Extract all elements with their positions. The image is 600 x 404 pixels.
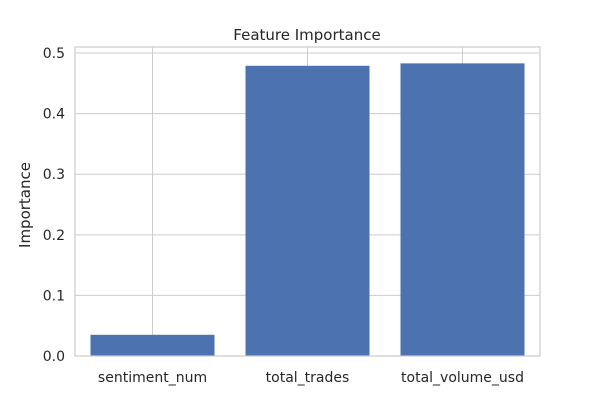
y-tick-labels: 0.0 0.1 0.2 0.3 0.4 0.5 xyxy=(43,46,65,365)
bar-total-volume-usd xyxy=(400,63,525,356)
bars xyxy=(90,63,525,357)
y-tick-label: 0.5 xyxy=(43,46,65,62)
x-tick-label: sentiment_num xyxy=(98,370,207,386)
chart-title: Feature Importance xyxy=(233,26,380,44)
y-tick-label: 0.4 xyxy=(43,107,65,123)
y-axis-label: Importance xyxy=(16,162,34,248)
x-tick-label: total_volume_usd xyxy=(401,370,524,386)
bar-total-trades xyxy=(245,65,370,357)
x-tick-labels: sentiment_num total_trades total_volume_us… xyxy=(98,370,524,386)
plot-frame xyxy=(74,46,541,357)
bar-sentiment-num xyxy=(90,334,215,356)
y-tick-label: 0.2 xyxy=(43,228,65,244)
x-tick-label: total_trades xyxy=(266,370,350,386)
y-tick-label: 0.0 xyxy=(43,349,65,365)
y-tick-label: 0.1 xyxy=(43,288,65,304)
y-tick-label: 0.3 xyxy=(43,167,65,183)
